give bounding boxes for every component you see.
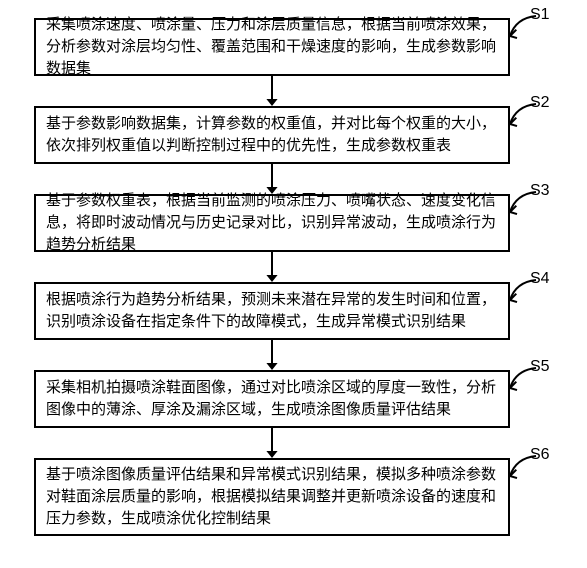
label-pointer-s3 xyxy=(504,190,538,220)
step-text-s5: 采集相机拍摄喷涂鞋面图像，通过对比喷涂区域的厚度一致性，分析图像中的薄涂、厚涂及… xyxy=(46,377,498,421)
label-pointer-s2 xyxy=(504,102,538,132)
step-box-s4: 根据喷涂行为趋势分析结果，预测未来潜在异常的发生时间和位置，识别喷涂设备在指定条… xyxy=(34,282,510,340)
down-arrow-s1-to-s2 xyxy=(262,76,282,106)
down-arrow-s4-to-s5 xyxy=(262,340,282,370)
step-box-s6: 基于喷涂图像质量评估结果和异常模式识别结果，模拟多种喷涂参数对鞋面涂层质量的影响… xyxy=(34,458,510,536)
step-text-s3: 基于参数权重表，根据当前监测的喷涂压力、喷嘴状态、速度变化信息，将即时波动情况与… xyxy=(46,190,498,255)
step-box-s5: 采集相机拍摄喷涂鞋面图像，通过对比喷涂区域的厚度一致性，分析图像中的薄涂、厚涂及… xyxy=(34,370,510,428)
step-box-s3: 基于参数权重表，根据当前监测的喷涂压力、喷嘴状态、速度变化信息，将即时波动情况与… xyxy=(34,194,510,252)
step-box-s2: 基于参数影响数据集，计算参数的权重值，并对比每个权重的大小，依次排列权重值以判断… xyxy=(34,106,510,164)
step-text-s2: 基于参数影响数据集，计算参数的权重值，并对比每个权重的大小，依次排列权重值以判断… xyxy=(46,113,498,157)
label-pointer-s1 xyxy=(504,14,538,44)
step-text-s6: 基于喷涂图像质量评估结果和异常模式识别结果，模拟多种喷涂参数对鞋面涂层质量的影响… xyxy=(46,464,498,529)
flowchart-canvas: 采集喷涂速度、喷涂量、压力和涂层质量信息，根据当前喷涂效果，分析参数对涂层均匀性… xyxy=(0,0,587,568)
label-pointer-s5 xyxy=(504,366,538,396)
step-text-s1: 采集喷涂速度、喷涂量、压力和涂层质量信息，根据当前喷涂效果，分析参数对涂层均匀性… xyxy=(46,14,498,79)
label-pointer-s6 xyxy=(504,454,538,484)
step-text-s4: 根据喷涂行为趋势分析结果，预测未来潜在异常的发生时间和位置，识别喷涂设备在指定条… xyxy=(46,289,498,333)
step-box-s1: 采集喷涂速度、喷涂量、压力和涂层质量信息，根据当前喷涂效果，分析参数对涂层均匀性… xyxy=(34,18,510,76)
down-arrow-s5-to-s6 xyxy=(262,428,282,458)
down-arrow-s3-to-s4 xyxy=(262,252,282,282)
label-pointer-s4 xyxy=(504,278,538,308)
